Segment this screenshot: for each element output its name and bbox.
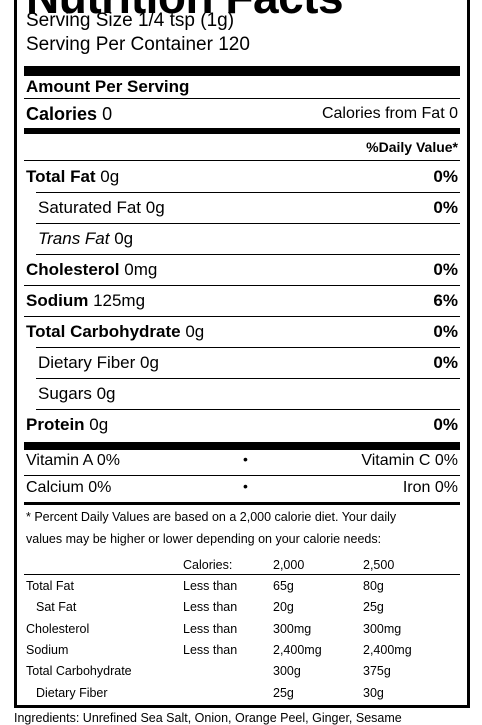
dv-table-header-cell: 2,000	[273, 558, 305, 572]
nutrient-label: Cholesterol	[26, 260, 120, 279]
dv-table-row-cell: Less than	[183, 621, 238, 636]
nutrient-label: Saturated Fat	[38, 198, 142, 217]
ingredients-text: Ingredients: Unrefined Sea Salt, Onion, …	[14, 711, 402, 725]
serving-size: Serving Size 1/4 tsp (1g)	[26, 10, 235, 31]
nutrient-daily-value: 0%	[433, 260, 458, 279]
dv-table-row-cell: 30g	[363, 685, 384, 700]
divider	[36, 192, 460, 193]
divider	[24, 98, 460, 99]
nutrition-label: Nutrition Facts Serving Size 1/4 tsp (1g…	[14, 0, 470, 708]
dv-table-row-cell: Dietary Fiber	[36, 685, 108, 700]
daily-value-header: %Daily Value*	[366, 139, 458, 155]
dv-table-row-cell: Cholesterol	[26, 621, 90, 636]
vitamin-right: Iron 0%	[402, 479, 458, 496]
dv-table-row-cell: 2,400mg	[273, 642, 322, 657]
calories-value: 0	[102, 104, 113, 124]
footnote-line-2: values may be higher or lower depending …	[26, 532, 382, 546]
dv-table-row-cell: 300mg	[273, 621, 312, 636]
dv-table-row-cell: 80g	[363, 579, 384, 593]
divider	[24, 574, 460, 575]
nutrient-daily-value: 0%	[433, 322, 458, 341]
vitamin-right: Vitamin C 0%	[361, 452, 458, 469]
amount-per-serving: Amount Per Serving	[26, 77, 190, 96]
dv-table-row-cell: Sat Fat	[36, 600, 77, 615]
divider	[36, 409, 460, 410]
dv-table-row-cell: 2,400mg	[363, 642, 412, 657]
calories-from-fat: Calories from Fat 0	[321, 105, 458, 122]
nutrient-daily-value: 6%	[433, 291, 458, 310]
medium-divider	[24, 128, 460, 134]
thick-divider	[24, 66, 460, 76]
dv-table-row-cell: 25g	[363, 600, 384, 615]
nutrient-label: Sugars	[38, 384, 92, 403]
medium-divider	[24, 502, 460, 505]
vitamin-left: Vitamin A 0%	[26, 452, 120, 469]
dv-table-row-cell: Sodium	[26, 642, 69, 657]
divider	[24, 285, 460, 286]
bullet-separator: •	[243, 451, 248, 467]
footnote-line-1: * Percent Daily Values are based on a 2,…	[26, 510, 397, 524]
divider	[36, 254, 460, 255]
divider	[24, 160, 460, 161]
bullet-separator: •	[243, 478, 248, 494]
divider	[36, 223, 460, 224]
nutrient-label: Dietary Fiber	[38, 353, 136, 372]
dv-table-row-cell: 65g	[273, 579, 294, 593]
servings-per-container: Serving Per Container 120	[26, 34, 250, 55]
nutrient-daily-value: 0%	[433, 415, 458, 434]
dv-table-row-cell: Total Fat	[26, 579, 74, 593]
dv-table-row-cell: 20g	[273, 600, 294, 615]
divider	[36, 347, 460, 348]
dv-table-row-cell: Total Carbohydrate	[26, 664, 132, 679]
dv-table-header-cell: Calories:	[183, 558, 233, 572]
nutrient-daily-value: 0%	[433, 198, 458, 217]
nutrient-daily-value: 0%	[433, 353, 458, 372]
nutrient-amount: 0g	[95, 167, 120, 186]
nutrient-amount: 0g	[135, 353, 159, 372]
dv-table-row-cell: 300mg	[363, 621, 402, 636]
nutrient-label: Trans Fat	[38, 229, 110, 248]
dv-table-row-cell: 300g	[273, 664, 301, 679]
nutrient-amount: 0mg	[119, 260, 158, 279]
dv-table-header-cell: 2,500	[363, 558, 395, 572]
nutrient-amount: 0g	[84, 415, 109, 434]
dv-table-row-cell: Less than	[183, 642, 238, 657]
nutrient-amount: 0g	[109, 229, 134, 248]
nutrient-amount: 0g	[180, 322, 205, 341]
vitamin-left: Calcium 0%	[26, 479, 112, 496]
nutrient-amount: 125mg	[88, 291, 146, 310]
divider	[24, 316, 460, 317]
nutrient-label: Protein	[26, 415, 85, 434]
thick-divider	[24, 442, 460, 450]
divider	[36, 378, 460, 379]
nutrient-daily-value: 0%	[433, 167, 458, 186]
dv-table-row-cell: Less than	[183, 600, 238, 615]
nutrient-label: Total Carbohydrate	[26, 322, 181, 341]
dv-table-row-cell: 375g	[363, 664, 391, 679]
nutrient-amount: 0g	[141, 198, 165, 217]
divider	[24, 475, 460, 476]
label-title: Nutrition Facts	[26, 0, 344, 20]
nutrient-label: Sodium	[26, 291, 89, 310]
nutrient-label: Total Fat	[26, 167, 96, 186]
calories-label: Calories	[26, 104, 98, 124]
dv-table-row-cell: Less than	[183, 579, 238, 593]
dv-table-row-cell: 25g	[273, 685, 294, 700]
nutrient-amount: 0g	[91, 384, 116, 403]
